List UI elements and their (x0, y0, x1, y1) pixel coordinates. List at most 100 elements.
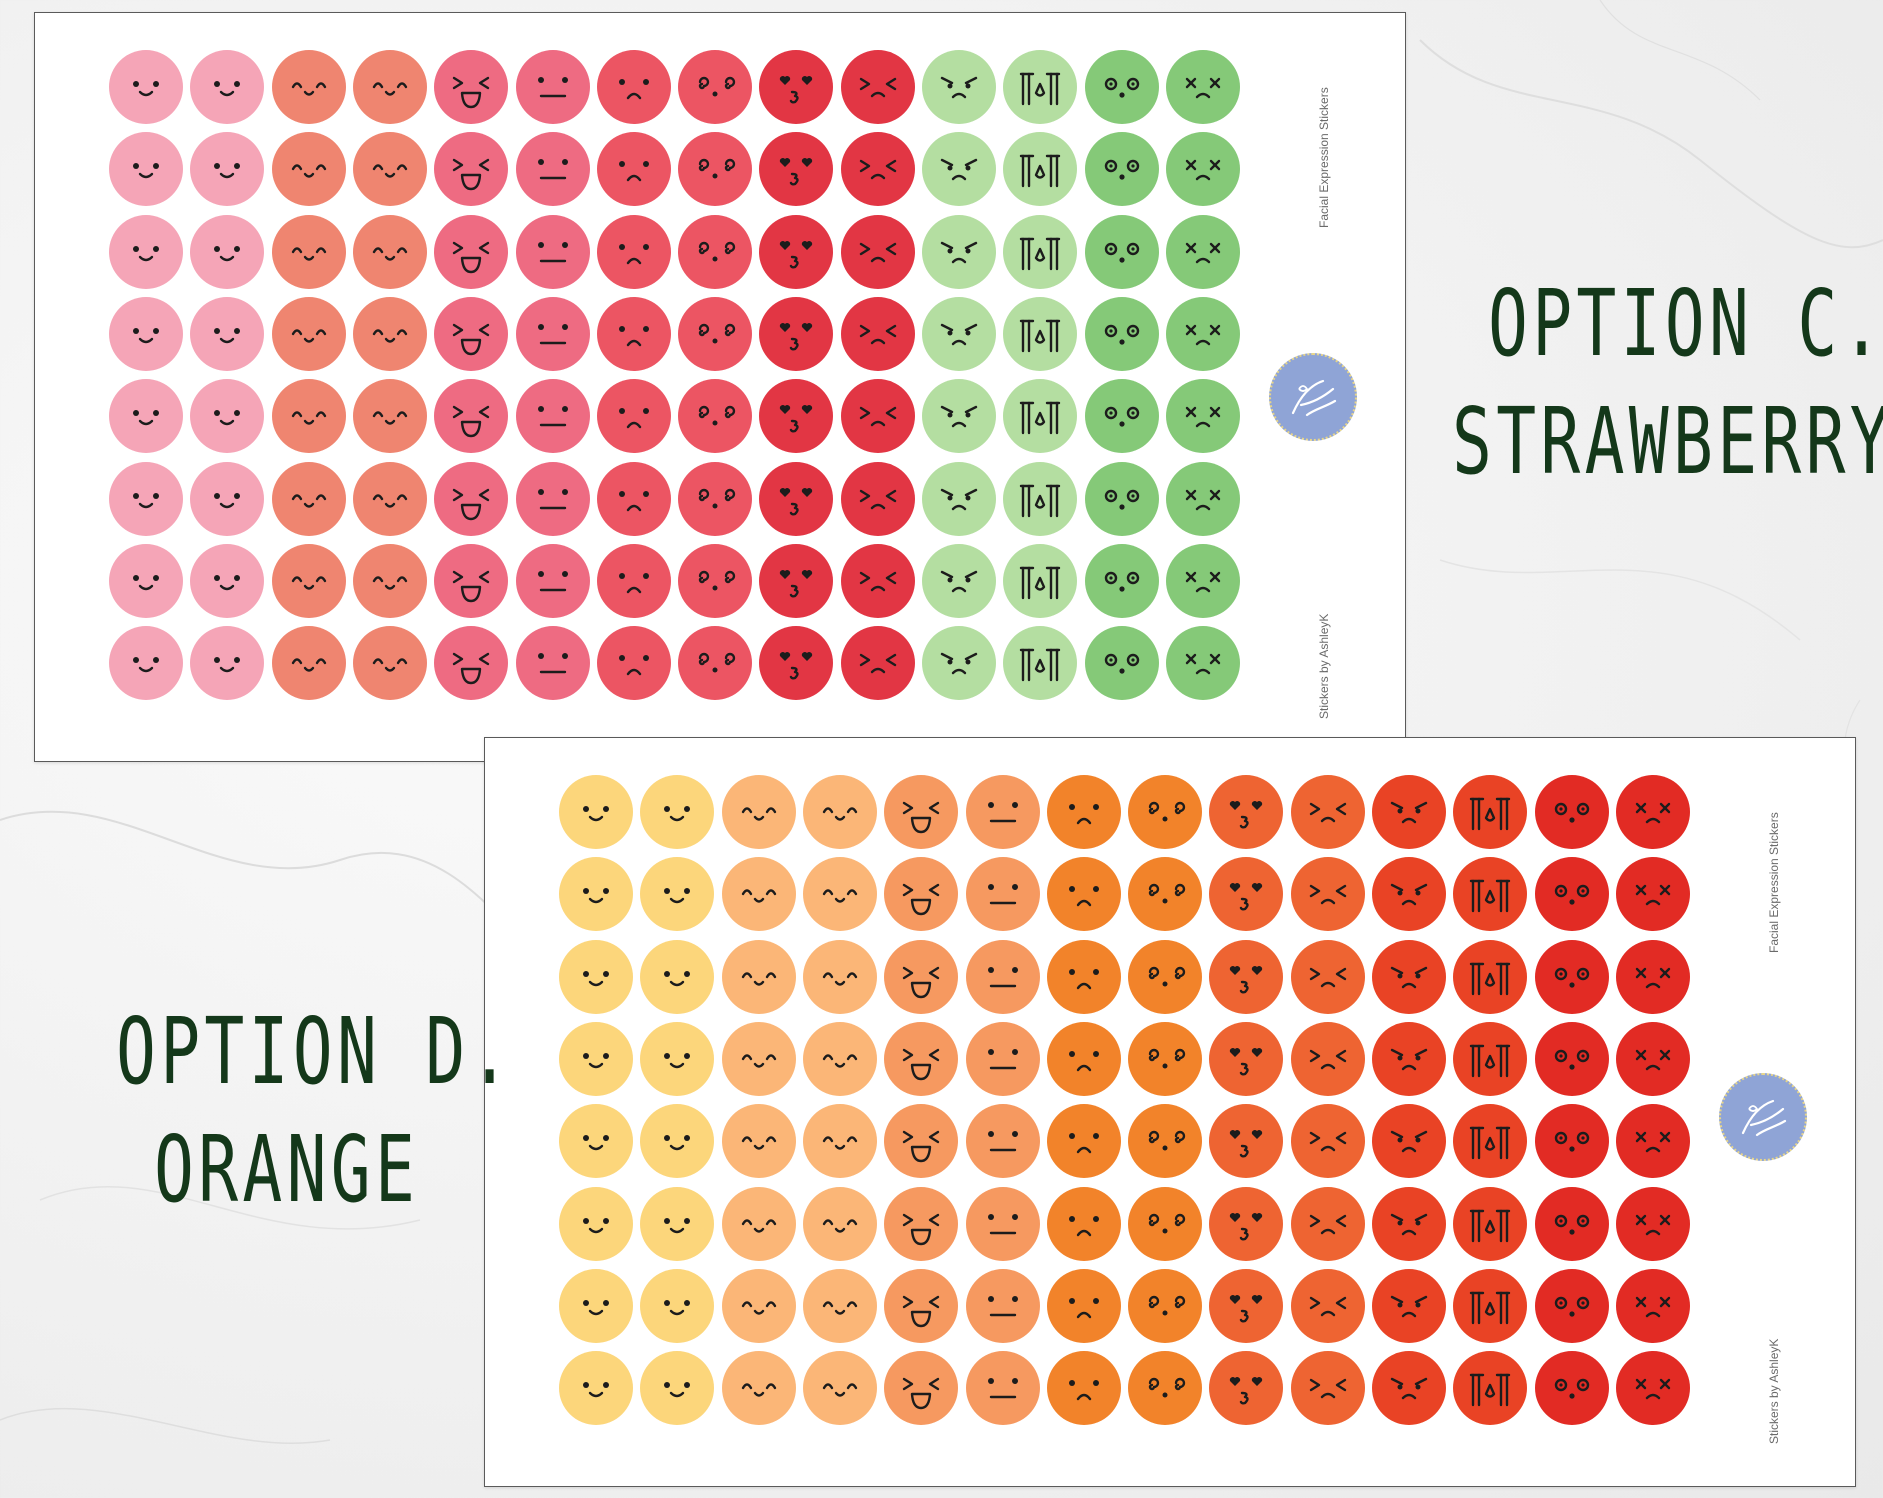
sticker-neutral-face (515, 50, 590, 124)
sticker-grumpy-face (840, 543, 915, 618)
sticker-laugh-face (884, 775, 959, 849)
sticker-grumpy-face (840, 50, 915, 124)
cry-face-icon (1470, 797, 1511, 831)
sticker-love-face (1209, 1351, 1284, 1426)
sticker-love-face (759, 626, 834, 701)
grumpy-face-icon (1309, 1131, 1346, 1152)
sticker-happy-face (271, 461, 346, 536)
grumpy-face-icon (859, 406, 896, 427)
sticker-laugh-face (884, 1351, 959, 1426)
sticker-cry-face (1003, 626, 1078, 701)
neutral-face-icon (987, 802, 1018, 823)
sad-face-icon (1068, 1380, 1099, 1401)
sticker-laugh-face (434, 461, 509, 536)
sticker-sad-face (596, 296, 671, 371)
dead-face-icon (1185, 571, 1221, 592)
grumpy-face-icon (1309, 802, 1346, 823)
cry-face-icon (1470, 1126, 1511, 1160)
sticker-love-face (1209, 775, 1284, 849)
dead-face-icon (1185, 242, 1221, 263)
happy-face-icon (822, 889, 858, 903)
sad-face-icon (618, 79, 649, 100)
sticker-cry-face (1003, 296, 1078, 371)
dizzy-face-icon (698, 488, 736, 508)
smile-face-icon (133, 245, 159, 261)
dizzy-face-icon (1148, 1131, 1186, 1151)
surprised-face-icon (1554, 1214, 1589, 1235)
dead-face-icon (1185, 489, 1221, 510)
sticker-angry-face (1372, 857, 1446, 932)
sticker-dizzy-face (678, 379, 753, 454)
sticker-cry-face (1003, 50, 1078, 124)
happy-face-icon (291, 82, 326, 96)
happy-face-icon (822, 971, 858, 986)
sticker-dizzy-face (1128, 1186, 1203, 1261)
sticker-smile-face (640, 857, 715, 932)
dizzy-face-icon (1148, 1295, 1186, 1316)
sticker-smile-face (559, 857, 633, 932)
sticker-laugh-face (434, 50, 509, 124)
laugh-face-icon (902, 884, 940, 916)
angry-face-icon (1390, 1377, 1428, 1400)
angry-face-icon (940, 652, 978, 675)
sticker-laugh-face (434, 296, 509, 371)
sticker-love-face (759, 461, 834, 536)
sticker-happy-face (271, 296, 346, 371)
signature-logo-icon (1291, 379, 1337, 417)
sticker-smile-face (559, 1186, 633, 1261)
sticker-happy-face (802, 1021, 877, 1096)
smile-face-icon (214, 410, 241, 426)
smile-face-icon (664, 806, 691, 822)
cry-face-icon (1020, 237, 1061, 270)
love-face-icon (1230, 1130, 1263, 1158)
surprised-face-icon (1104, 406, 1139, 427)
laugh-face-icon (452, 323, 490, 356)
surprised-face-icon (1104, 489, 1139, 510)
smile-face-icon (133, 657, 159, 673)
love-face-icon (780, 322, 813, 351)
option-d-label-line1: OPTION D. (116, 998, 514, 1105)
sticker-neutral-face (965, 1186, 1040, 1261)
sticker-smile-face (559, 1351, 633, 1426)
sticker-dead-face (1615, 857, 1690, 932)
sticker-neutral-face (515, 461, 590, 536)
neutral-face-icon (537, 77, 568, 98)
smile-face-icon (133, 163, 159, 179)
sticker-smile-face (109, 214, 183, 289)
neutral-face-icon (537, 488, 568, 509)
sticker-dead-face (1165, 626, 1240, 701)
happy-face-icon (372, 246, 408, 261)
sticker-smile-face (190, 214, 265, 289)
sticker-dizzy-face (1128, 1268, 1203, 1343)
sticker-happy-face (271, 379, 346, 454)
sticker-sad-face (1046, 1268, 1121, 1343)
sticker-grumpy-face (1290, 1021, 1365, 1096)
sticker-happy-face (802, 1351, 877, 1426)
sticker-angry-face (1372, 1186, 1446, 1261)
sticker-cry-face (1453, 857, 1528, 932)
sticker-dead-face (1615, 1104, 1690, 1179)
smile-face-icon (214, 245, 241, 261)
sticker-cry-face (1453, 939, 1528, 1014)
sticker-love-face (1209, 857, 1284, 932)
sticker-cry-face (1003, 214, 1078, 289)
sticker-grumpy-face (1290, 1186, 1365, 1261)
love-face-icon (1230, 1377, 1263, 1405)
sticker-cry-face (1453, 1186, 1528, 1261)
dizzy-face-icon (1148, 1048, 1186, 1069)
love-face-icon (1230, 1212, 1263, 1241)
sad-face-icon (1068, 886, 1099, 907)
sticker-love-face (1209, 1104, 1284, 1179)
sticker-happy-face (802, 1268, 877, 1343)
smile-face-icon (583, 1299, 609, 1315)
happy-face-icon (291, 329, 326, 343)
laugh-face-icon (452, 405, 490, 438)
happy-face-icon (822, 1218, 858, 1233)
angry-face-icon (1390, 1295, 1428, 1317)
smile-face-icon (664, 1135, 691, 1151)
happy-face-icon (291, 411, 326, 425)
sticker-laugh-face (434, 626, 509, 701)
sticker-smile-face (559, 1021, 633, 1096)
sticker-dizzy-face (1128, 857, 1203, 932)
sticker-dead-face (1615, 1268, 1690, 1343)
